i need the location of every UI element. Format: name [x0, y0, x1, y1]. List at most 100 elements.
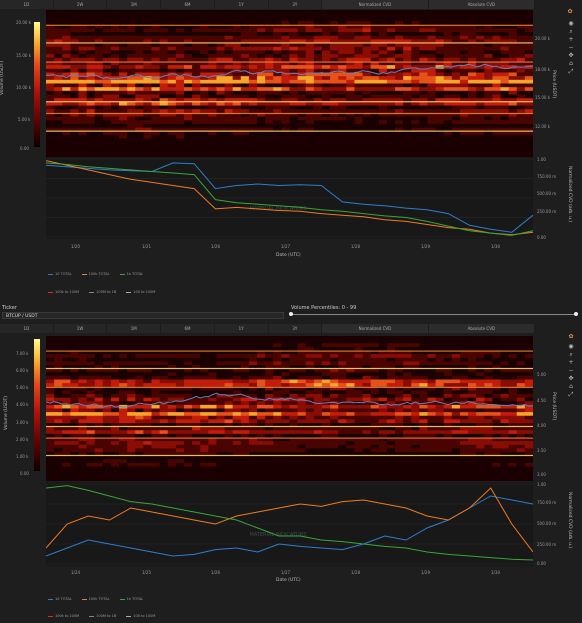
heatmap-cell: [378, 354, 388, 359]
tf-button-1[interactable]: 1D: [0, 324, 54, 333]
heatmap-cell: [208, 462, 217, 467]
heatmap-cell: [183, 65, 193, 70]
legend-item[interactable]: 100k TOTAL: [81, 272, 110, 276]
heatmap-cell: [248, 401, 258, 406]
heatmap-cell: [484, 101, 493, 107]
heatmap-cell: [167, 390, 177, 395]
tf-button-1[interactable]: 1D: [0, 0, 54, 9]
percentile-slider-min-handle[interactable]: [289, 312, 293, 316]
heatmap-cell: [362, 83, 372, 88]
heatmap-cell: [281, 386, 290, 391]
heatmap-cell: [395, 343, 404, 348]
tf-button-3[interactable]: 1M: [107, 324, 162, 333]
legend-item[interactable]: 100k TOTAL: [81, 597, 110, 601]
heatmap-cell: [192, 57, 201, 62]
heatmap-cell: [86, 112, 96, 118]
legend-item[interactable]: 100 to 100M: [126, 290, 155, 294]
heatmap-cell: [370, 61, 380, 66]
heatmap-cell: [135, 83, 144, 88]
heatmap-panel-top[interactable]: [45, 10, 534, 158]
legend-item[interactable]: 10 TOTAL: [48, 272, 72, 276]
heatmap-cell: [411, 138, 420, 143]
legend-item[interactable]: 100k to 100M: [48, 290, 79, 294]
heatmap-cell: [289, 83, 299, 88]
heatmap-cell: [492, 365, 502, 370]
heatmap-cell: [427, 415, 437, 420]
heatmap-cell: [135, 379, 144, 384]
plotly-logo-icon[interactable]: ✿: [567, 8, 573, 15]
heatmap-cell: [248, 350, 258, 355]
heatmap-cell: [54, 365, 63, 370]
heatmap-cell: [411, 131, 420, 136]
heatmap-cell: [484, 448, 493, 453]
tf-button-2[interactable]: 1W: [54, 0, 108, 9]
pan-icon[interactable]: ✥: [568, 52, 574, 59]
heatmap-cell: [508, 390, 518, 395]
heatmap-cell: [419, 50, 428, 55]
heatmap-cell: [346, 408, 355, 413]
tf-button-6[interactable]: 3Y: [269, 324, 323, 333]
absolute-cvd-button[interactable]: Absolute CVD: [428, 0, 536, 9]
heatmap-panel-bottom[interactable]: [45, 336, 534, 482]
heatmap-cell: [119, 379, 128, 384]
normalized-cvd-button[interactable]: Normalized CVD: [322, 324, 429, 333]
legend-item[interactable]: 100M to 1B: [89, 614, 116, 618]
absolute-cvd-button[interactable]: Absolute CVD: [428, 324, 536, 333]
legend-item[interactable]: 1k TOTAL: [119, 597, 143, 601]
heatmap-cell: [248, 138, 258, 143]
heatmap-cell: [62, 404, 71, 409]
tf-button-4[interactable]: 6M: [161, 324, 215, 333]
heatmap-cell: [386, 39, 396, 44]
heatmap-cell: [102, 98, 112, 103]
cvd-panel-bottom[interactable]: MATERIAL INDICATORS: [45, 482, 534, 566]
heatmap-cell: [135, 149, 144, 154]
cvd-panel-top[interactable]: MATERIAL INDICATORS: [45, 157, 534, 239]
tf-button-2[interactable]: 1W: [54, 324, 108, 333]
ticker-select[interactable]: BTCUP / USDT: [2, 312, 284, 319]
pan-icon[interactable]: ✥: [568, 375, 574, 382]
tf-button-6[interactable]: 3Y: [269, 0, 323, 9]
tf-button-4[interactable]: 6M: [161, 0, 215, 9]
heatmap-cell: [435, 127, 445, 132]
zoom-icon[interactable]: ⌕: [569, 28, 573, 35]
heatmap-cell: [143, 459, 153, 464]
percentile-slider-track[interactable]: [291, 314, 578, 315]
legend-item[interactable]: 100M to 1B: [89, 290, 116, 294]
heatmap-cell: [370, 473, 380, 478]
heatmap-cell: [102, 401, 112, 406]
autoscale-icon[interactable]: ⤢: [568, 391, 574, 398]
legend-item[interactable]: 100 to 100M: [126, 614, 155, 618]
heatmap-cell: [248, 386, 258, 391]
plus-icon[interactable]: +: [568, 36, 574, 43]
heatmap-cell: [443, 361, 453, 366]
camera-icon[interactable]: ◉: [568, 20, 574, 27]
reset-icon[interactable]: ⌂: [569, 383, 573, 390]
plotly-logo-icon[interactable]: ✿: [568, 333, 574, 340]
reset-icon[interactable]: ⌂: [569, 60, 573, 67]
camera-icon[interactable]: ◉: [568, 343, 574, 350]
heatmap-cell: [435, 408, 445, 413]
plus-icon[interactable]: +: [568, 359, 574, 366]
tf-button-3[interactable]: 1M: [107, 0, 162, 9]
liquidity-band: [46, 61, 533, 63]
autoscale-icon[interactable]: ⤢: [568, 68, 574, 75]
tf-button-5[interactable]: 1Y: [215, 0, 269, 9]
legend-item[interactable]: 10 TOTAL: [48, 597, 72, 601]
percentile-slider-max-handle[interactable]: [574, 312, 578, 316]
heatmap-cell: [78, 145, 88, 151]
legend-item[interactable]: 100k to 100M: [48, 614, 79, 618]
legend-item[interactable]: 1k TOTAL: [119, 272, 143, 276]
heatmap-cell: [62, 101, 71, 107]
normalized-cvd-button[interactable]: Normalized CVD: [322, 0, 429, 9]
minus-icon[interactable]: −: [568, 367, 574, 374]
heatmap-cell: [102, 383, 112, 388]
heatmap-cell: [500, 76, 510, 81]
heatmap-cell: [500, 68, 510, 73]
heatmap-cell: [240, 116, 250, 121]
tf-button-5[interactable]: 1Y: [215, 324, 269, 333]
heatmap-cell: [167, 357, 177, 362]
heatmap-cell: [451, 149, 461, 154]
minus-icon[interactable]: −: [568, 44, 574, 51]
zoom-icon[interactable]: ⌕: [569, 351, 573, 358]
heatmap-cell: [492, 477, 502, 482]
